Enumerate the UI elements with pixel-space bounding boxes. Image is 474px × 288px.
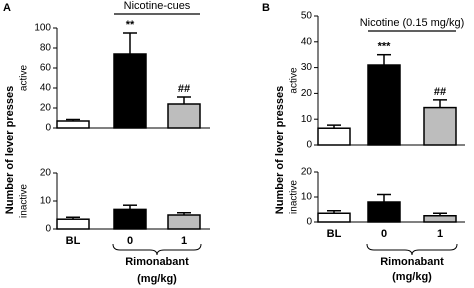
y-tick-label: 20 [40,168,52,179]
panel-label: A [3,2,11,14]
annotation: ## [178,83,190,95]
x-axis-unit: (mg/kg) [392,271,432,283]
y-tick-label: 40 [301,36,313,47]
x-tick-label: BL [327,228,342,240]
y-axis-title: Number of lever presses [274,86,286,214]
y-tick-label: 30 [301,62,313,73]
y-tick-label: 10 [40,196,52,207]
x-axis-unit: (mg/kg) [137,273,177,285]
brace [366,243,458,256]
y-tick-label: 50 [301,11,313,22]
y-tick-label: 0 [45,123,51,134]
y-tick-label: 80 [40,43,52,54]
y-tick-label: 0 [306,140,312,151]
y-axis-label: active [19,65,30,92]
x-axis-title: Rimonabant [380,256,444,268]
y-tick-label: 40 [40,83,52,94]
annotation: *** [378,41,392,53]
y-tick-label: 10 [301,192,313,203]
bar [56,120,90,129]
bar [167,103,201,129]
x-tick-label: 1 [437,228,443,240]
bracket-label: Nicotine-cues [124,0,191,12]
bar [317,212,351,223]
bar [113,208,147,230]
bar [317,127,351,146]
y-tick-label: 20 [301,167,313,178]
bar [367,64,401,146]
x-axis-title: Rimonabant [125,256,189,268]
x-tick-label: 0 [127,235,133,247]
y-tick-label: 0 [45,224,51,235]
bar [113,53,147,129]
y-axis-label: active [289,67,300,94]
y-tick-label: 0 [306,217,312,228]
y-tick-label: 20 [301,88,313,99]
y-tick-label: 100 [34,23,51,34]
y-axis-label: inactive [19,184,30,218]
annotation: ## [434,86,446,98]
bar [367,201,401,223]
y-axis-label: inactive [289,180,300,214]
x-tick-label: BL [66,235,81,247]
bracket-label: Nicotine (0.15 mg/kg) [360,17,465,29]
bar [56,218,90,230]
panel-label: B [262,2,270,14]
x-tick-label: 0 [381,228,387,240]
bar [423,215,457,223]
x-tick-label: 1 [181,235,187,247]
y-axis-title: Number of lever presses [4,86,16,214]
annotation: ** [126,19,135,31]
brace [112,243,202,256]
y-tick-label: 20 [40,103,52,114]
bar [167,214,201,230]
y-tick-label: 10 [301,114,313,125]
y-tick-label: 60 [40,63,52,74]
bar [423,106,457,146]
